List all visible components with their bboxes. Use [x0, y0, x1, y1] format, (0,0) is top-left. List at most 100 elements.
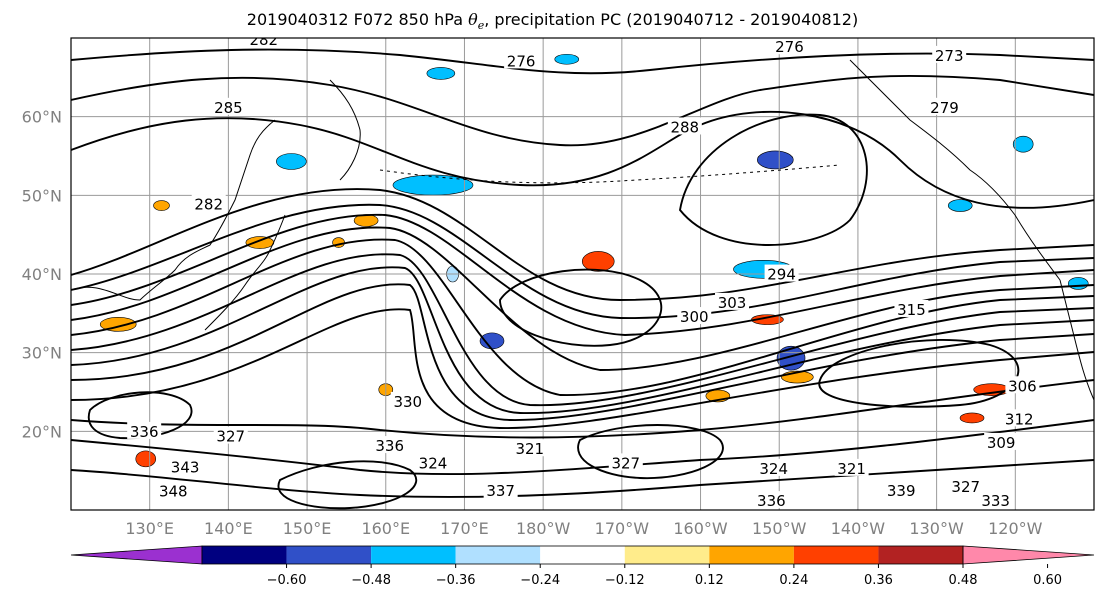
- contour-label: 327: [216, 428, 245, 446]
- lon-label: 130°E: [125, 519, 174, 538]
- contour-label-bg: [978, 491, 1013, 509]
- lon-label: 160°E: [361, 519, 410, 538]
- contour-label-bg: [984, 432, 1019, 450]
- contour-line: [71, 213, 1094, 336]
- contour-line: [71, 203, 1094, 319]
- title-subscript: e: [477, 19, 485, 33]
- contour-label: 324: [419, 454, 448, 472]
- map-title: 2019040312 F072 850 hPa θe, precipitatio…: [0, 10, 1105, 32]
- contour-line: [87, 391, 193, 440]
- precip-patch: [756, 150, 794, 170]
- precip-patch: [135, 450, 157, 468]
- contour-line: [71, 266, 1094, 414]
- contour-label: 336: [130, 423, 159, 441]
- coastline-japan: [204, 214, 286, 331]
- contour-label-bg: [156, 481, 191, 499]
- colorbar-tick-label: −0.48: [351, 573, 391, 588]
- contour-label: 282: [249, 31, 278, 49]
- contour-label: 294: [767, 266, 796, 284]
- lat-label: 50°N: [22, 186, 62, 205]
- contour-line: [71, 308, 1094, 429]
- contour-label-bg: [884, 480, 919, 498]
- contour-label: 336: [757, 492, 786, 510]
- lat-label: 60°N: [22, 108, 62, 127]
- contour-label: 288: [670, 118, 699, 136]
- title-suffix: , precipitation PC (2019040712 - 2019040…: [484, 10, 859, 29]
- contour-label-bg: [948, 476, 983, 494]
- colorbar-band: [202, 546, 287, 564]
- longitude-labels: 130°E 140°E 150°E 160°E 170°E 180°W 170°W 160°W…: [125, 519, 1042, 538]
- precip-patch: [581, 251, 615, 272]
- contour-label-bg: [372, 436, 407, 454]
- contour-line: [71, 283, 1094, 421]
- contour-line: [577, 424, 724, 480]
- colorbar-extend-high: [962, 545, 1095, 565]
- contour-label: 327: [951, 478, 980, 496]
- contour-label: 330: [393, 393, 422, 411]
- precip-patch: [959, 412, 985, 424]
- precip-patch: [392, 174, 474, 196]
- contour-label: 348: [159, 483, 188, 501]
- contour-label-bg: [504, 51, 539, 69]
- contour-line: [71, 419, 1094, 476]
- lon-label: 140°W: [831, 519, 886, 538]
- contour-label: 300: [680, 308, 709, 326]
- contour-label-bg: [932, 45, 967, 63]
- lon-label: 160°W: [673, 519, 728, 538]
- contour-label-bg: [772, 38, 807, 55]
- contour-label-bg: [246, 38, 281, 48]
- contour-labels: 282 276 276 273 285 282 279 288 294 300 303 315 330 3…: [127, 31, 1040, 510]
- contour-line: [71, 238, 1094, 396]
- contour-label-bg: [211, 97, 246, 115]
- contour-line: [71, 459, 1094, 498]
- colorbar-tick-label: −0.60: [267, 573, 307, 588]
- coastline-namerica-west: [1059, 279, 1094, 401]
- lon-label: 170°E: [440, 519, 489, 538]
- gridlines: [71, 38, 1094, 510]
- precip-patch: [245, 236, 275, 249]
- contour-label-bg: [1005, 376, 1040, 394]
- title-theta-symbol: θ: [468, 10, 478, 29]
- contour-label-bg: [512, 439, 547, 457]
- contour-line: [71, 110, 1094, 209]
- contour-label-bg: [483, 480, 518, 498]
- contour-label: 337: [486, 482, 515, 500]
- contour-label-bg: [191, 194, 226, 212]
- contour-label: 273: [935, 47, 964, 65]
- contour-label-bg: [415, 453, 450, 471]
- precip-patch: [479, 332, 505, 350]
- colorbar-band: [371, 546, 456, 564]
- contour-label-bg: [894, 299, 929, 317]
- contour-label-bg: [608, 453, 643, 471]
- contour-line: [71, 188, 1094, 301]
- contour-line: [71, 74, 1094, 147]
- lon-label: 150°E: [283, 519, 332, 538]
- coastlines: [71, 59, 1094, 401]
- precip-patch: [276, 153, 307, 170]
- contour-label-bg: [754, 491, 789, 509]
- colorbar-tick-label: −0.12: [605, 573, 645, 588]
- contour-label: 321: [515, 440, 544, 458]
- contour-label: 339: [887, 482, 916, 500]
- lon-label: 150°W: [752, 519, 807, 538]
- contour-label: 309: [987, 434, 1016, 452]
- contour-label: 327: [611, 454, 640, 472]
- colorbar-outline: [201, 545, 964, 565]
- coastline-kamchatka: [329, 79, 361, 181]
- contour-label: 321: [837, 460, 866, 478]
- contour-label: 333: [981, 492, 1010, 510]
- contour-label-bg: [927, 97, 962, 115]
- lon-label: 130°W: [909, 519, 964, 538]
- contour-label-bg: [764, 264, 799, 282]
- contour-label: 315: [897, 301, 926, 319]
- lon-label: 120°W: [988, 519, 1043, 538]
- colorbar-band: [286, 546, 372, 564]
- theta-e-contours: [71, 48, 1094, 510]
- latitude-labels: 60°N 50°N 40°N 30°N 20°N: [22, 108, 62, 442]
- contour-label: 303: [718, 294, 747, 312]
- contour-label-bg: [677, 307, 712, 325]
- contour-label-bg: [390, 392, 425, 410]
- colorbar-tick-label: −0.24: [520, 573, 560, 588]
- colorbar-tick-label: −0.36: [436, 573, 476, 588]
